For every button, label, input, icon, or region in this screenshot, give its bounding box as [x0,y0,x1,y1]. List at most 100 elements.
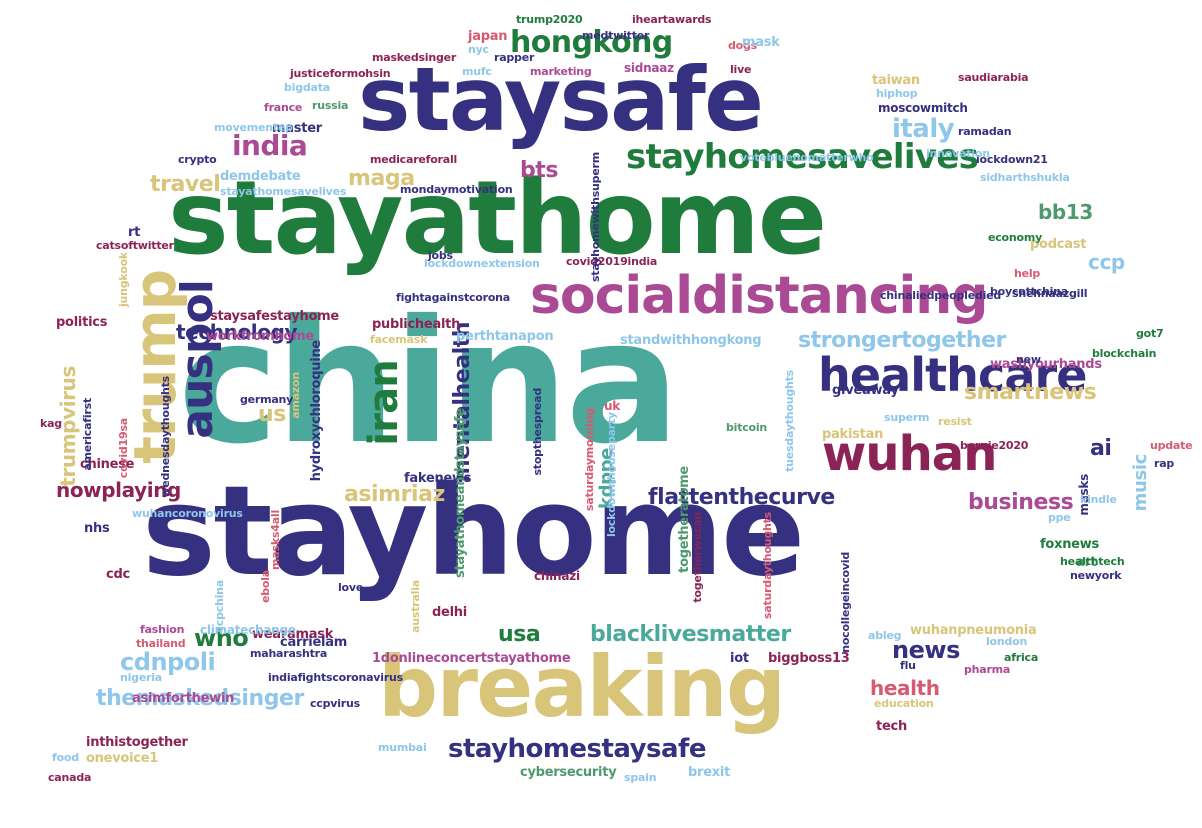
word-ccpvirus: ccpvirus [310,697,360,710]
word-asimforthewin: asimforthewin [132,691,235,706]
word-indiafightscoronavirus: indiafightscoronavirus [268,671,403,684]
word-art: art [1076,555,1097,570]
word-rap: rap [1154,457,1175,470]
word-strongertogether: strongertogether [798,328,1006,353]
word-food: food [52,751,79,764]
word-update: update [1150,439,1193,452]
word-wuhanpneumonia: wuhanpneumonia [910,623,1037,638]
word-demdebate: demdebate [220,169,301,184]
word-healthtech: healthtech [1060,555,1125,568]
word-maskedsinger: maskedsinger [372,51,457,64]
word-chinaliedpeopledied: chinaliedpeopledied [880,289,1002,302]
word-climatechange: climatechange [200,623,296,637]
word-saturdaymorning: saturdaymorning [583,408,596,512]
word-amazon: amazon [289,372,302,419]
word-hongkong: hongkong [510,25,673,60]
word-crypto: crypto [178,153,217,166]
word-uk: uk [604,399,621,413]
word-lockdown21: lockdown21 [976,153,1048,166]
word-brexit: brexit [688,765,731,780]
word-love: love [338,581,364,594]
word-lockdownextension: lockdownextension [424,257,540,270]
word-foxnews: foxnews [1040,537,1099,552]
word-mumbai: mumbai [378,741,427,754]
word-movementep: movementep [214,121,293,134]
word-medtwitter: medtwitter [582,29,650,42]
word-stopthespread: stopthespread [531,388,544,476]
word-nyc: nyc [468,43,489,56]
word-london: london [986,635,1028,648]
word-healthcare: healthcare [818,348,1087,402]
word-catsoftwitter: catsoftwitter [96,239,174,252]
word-taiwan: taiwan [872,73,920,88]
word-nigeria: nigeria [120,671,163,684]
word-asimriaz: asimriaz [344,482,445,507]
word-iheartawards: iheartawards [632,13,712,26]
word-stayhomewithsuperm: stayhomewithsuperm [589,152,602,283]
word-jobs: jobs [428,249,453,262]
word-washyourhands: washyourhands [990,357,1102,372]
word-cdnpoli: cdnpoli [120,648,216,676]
word-germany: germany [240,393,294,406]
word-got7: got7 [1136,327,1164,340]
word-marketing: marketing [530,65,592,78]
word-superm: superm [884,411,930,424]
word-bb13: bb13 [1038,200,1093,224]
word-australia: australia [409,580,422,633]
word-nhs: nhs [84,521,110,536]
word-new: new [1016,353,1041,366]
word-perthtanapon: perthtanapon [456,329,554,344]
word-travel: travel [150,172,221,197]
word-technology: technology [176,320,298,344]
word-nocollegeincovid: nocollegeincovid [839,552,852,653]
word-newyork: newyork [1070,569,1122,582]
word-standwithhongkong: standwithhongkong [620,333,762,348]
word-news: news [892,636,960,664]
word-innovation: innovation [926,147,990,160]
word-votebluenomatterwho: votebluenomatterwho [740,151,874,164]
word-ai: ai [1090,436,1112,461]
word-russia: russia [312,99,349,112]
word-spain: spain [624,771,657,784]
word-africa: africa [1004,651,1039,664]
word-nowplaying: nowplaying [56,478,181,502]
word-masks4all: masks4all [269,510,282,570]
word-tuesdaythoughts: tuesdaythoughts [783,370,796,472]
word-resist: resist [938,415,972,428]
word-bts: bts [520,158,559,183]
word-stayathome: stayathome [168,159,827,278]
word-covid19sa: covid19sa [117,418,130,479]
word-kag: kag [40,417,62,430]
word-ebola: ebola [259,570,272,603]
word-politics: politics [56,315,108,330]
word-chinazi: chinazi [534,569,580,583]
word-iran: iran [361,360,407,446]
word-help: help [1014,267,1041,280]
word-economy: economy [988,231,1043,244]
word-tech: tech [876,719,907,734]
word-india: india [232,129,308,162]
word-sidharthshukla: sidharthshukla [980,171,1070,184]
word-maharashtra: maharashtra [250,647,328,660]
word-live: live [730,63,752,76]
word-bernie2020: bernie2020 [960,439,1029,452]
word-staysafestayhome: staysafestayhome [210,309,339,324]
word-onevoice1: onevoice1 [86,751,159,766]
word-giveaway: giveaway [832,383,899,398]
word-us: us [258,402,286,427]
word-boycottchina: boycottchina [990,285,1068,298]
word-biggboss13: biggboss13 [768,651,850,666]
word-stayhome: stayhome [142,460,805,604]
word-mufc: mufc [462,65,492,78]
word-iot: iot [730,651,749,666]
word-health: health [870,676,940,700]
word-wearamask: wearamask [252,627,334,642]
word-fightagainstcorona: fightagainstcorona [396,291,511,304]
word-flu: flu [900,659,916,672]
word-japan: japan [468,29,508,44]
word-ccpchina: ccpchina [213,580,226,633]
word-covid2019india: covid2019india [566,255,658,268]
word-trump2020: trump2020 [516,13,583,26]
word-carrielam: carrielam [280,635,348,650]
